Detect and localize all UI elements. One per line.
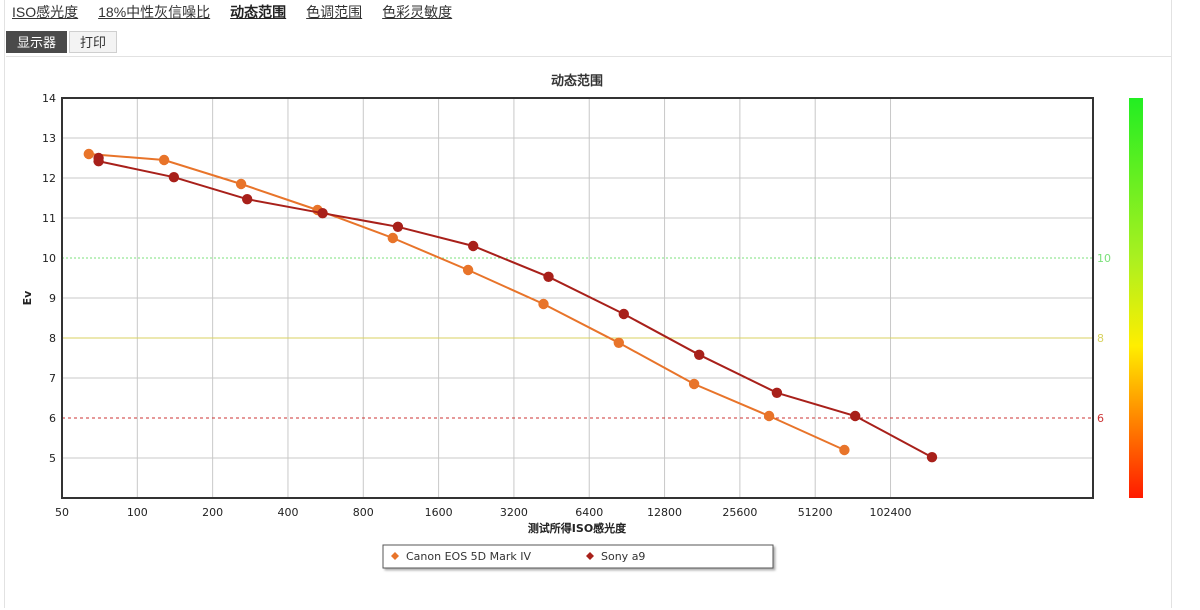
tab-iso[interactable]: ISO感光度 (12, 4, 79, 20)
legend-entry[interactable]: Canon EOS 5D Mark IV (406, 550, 532, 563)
legend-marker (391, 552, 399, 560)
y-tick-label: 11 (42, 212, 56, 225)
y-tick-label: 13 (42, 132, 56, 145)
reference-line-label: 6 (1097, 412, 1104, 425)
series-line (88, 153, 845, 451)
data-point[interactable] (763, 410, 775, 422)
data-point[interactable] (771, 387, 783, 398)
chart-series (83, 148, 938, 463)
data-point[interactable] (392, 221, 404, 232)
tab-color-sensitivity[interactable]: 色彩灵敏度 (382, 4, 453, 20)
y-tick-label: 5 (49, 452, 56, 465)
data-point[interactable] (242, 194, 253, 205)
data-point[interactable] (83, 148, 95, 160)
data-point[interactable] (613, 337, 624, 348)
tab-tonal-range[interactable]: 色调范围 (306, 4, 363, 20)
y-axis-label: Ev (21, 290, 34, 306)
legend-box (382, 544, 774, 569)
chart-title: 动态范围 (551, 73, 603, 88)
data-point[interactable] (93, 156, 104, 167)
x-tick-label: 800 (353, 506, 374, 519)
x-tick-label: 3200 (500, 506, 528, 519)
data-point[interactable] (235, 178, 247, 190)
x-tick-label: 6400 (575, 506, 603, 519)
data-point[interactable] (168, 172, 180, 183)
x-tick-label: 102400 (870, 506, 912, 519)
legend-marker (586, 552, 594, 560)
data-point[interactable] (468, 240, 479, 252)
x-tick-label: 50 (55, 506, 69, 519)
y-tick-label: 9 (49, 292, 56, 305)
y-tick-label: 14 (42, 92, 56, 105)
data-point[interactable] (387, 232, 398, 244)
x-tick-label: 200 (202, 506, 223, 519)
x-tick-label: 25600 (722, 506, 757, 519)
subtab-print[interactable]: 打印 (69, 31, 118, 53)
y-tick-label: 7 (49, 372, 56, 385)
data-point[interactable] (926, 452, 938, 463)
legend-entry[interactable]: Sony a9 (601, 550, 645, 563)
series-sony (93, 152, 938, 463)
x-tick-label: 12800 (647, 506, 682, 519)
reference-lines: 10 8 6 (62, 252, 1111, 425)
y-tick-label: 6 (49, 412, 56, 425)
reference-line-label: 8 (1097, 332, 1104, 345)
y-axis-ticks: 5 6 7 8 9 10 11 12 13 14 (42, 92, 56, 465)
color-scale-bar (1129, 98, 1143, 498)
data-point[interactable] (543, 271, 554, 282)
y-tick-label: 10 (42, 252, 56, 265)
sub-tabs: 显示器 打印 (6, 31, 118, 53)
data-point[interactable] (694, 349, 705, 360)
chart-legend[interactable]: Canon EOS 5D Mark IV Sony a9 (382, 544, 774, 569)
chart-grid (61, 97, 1093, 498)
nav-tabs: ISO感光度 18%中性灰信噪比 动态范围 色调范围 色彩灵敏度 (12, 2, 472, 24)
y-tick-label: 8 (49, 332, 56, 345)
x-axis-ticks: 50 100 200 400 800 1600 3200 6400 12800 25600 5120… (55, 506, 912, 519)
x-tick-label: 1600 (425, 506, 453, 519)
page-frame (4, 0, 1172, 608)
tab-dynamic-range[interactable]: 动态范围 (230, 4, 287, 20)
data-point[interactable] (317, 208, 328, 219)
x-tick-label: 100 (127, 506, 148, 519)
x-tick-label: 400 (277, 506, 298, 519)
divider (6, 56, 1172, 57)
subtab-screen[interactable]: 显示器 (6, 31, 68, 53)
data-point[interactable] (158, 154, 170, 166)
data-point[interactable] (850, 410, 861, 422)
x-tick-label: 51200 (798, 506, 833, 519)
data-point[interactable] (618, 308, 629, 320)
series-line (97, 158, 933, 459)
x-axis-label: 测试所得ISO感光度 (528, 521, 627, 535)
reference-line-label: 10 (1097, 252, 1111, 265)
data-point[interactable] (839, 444, 850, 456)
data-point[interactable] (688, 378, 700, 390)
data-point[interactable] (462, 264, 474, 276)
data-point[interactable] (538, 298, 549, 310)
tab-snr[interactable]: 18%中性灰信噪比 (98, 4, 211, 20)
series-canon (83, 148, 850, 456)
plot-frame (61, 97, 1094, 499)
y-tick-label: 12 (42, 172, 56, 185)
